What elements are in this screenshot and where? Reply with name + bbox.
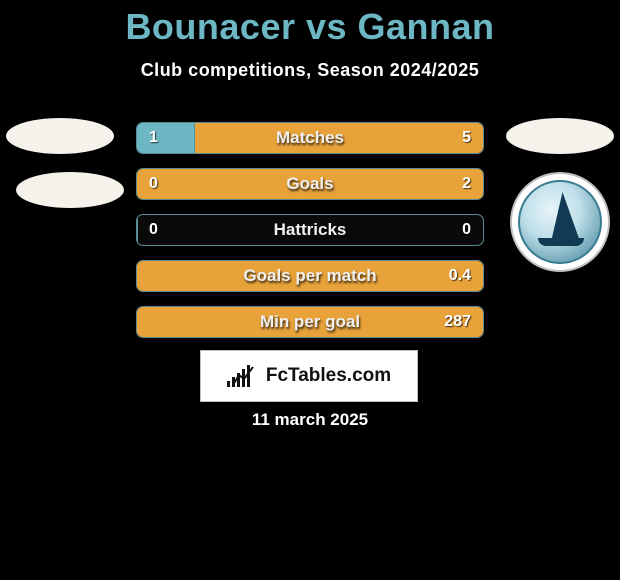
stat-value-left: 0 — [137, 215, 170, 245]
placeholder-badge-1 — [6, 118, 114, 154]
page-subtitle: Club competitions, Season 2024/2025 — [0, 60, 620, 81]
stat-fill-right — [137, 261, 483, 291]
stat-row-goals: 0 Goals 2 — [136, 168, 484, 200]
brand-text: FcTables.com — [266, 365, 391, 387]
page-title: Bounacer vs Gannan — [0, 0, 620, 48]
stat-fill-right — [137, 307, 483, 337]
stat-value-right: 0 — [450, 215, 483, 245]
stat-row-min-per-goal: Min per goal 287 — [136, 306, 484, 338]
placeholder-badge-3 — [506, 118, 614, 154]
hull-icon — [538, 238, 584, 246]
stat-fill-right — [195, 123, 483, 153]
comparison-chart: 1 Matches 5 0 Goals 2 0 Hattricks 0 Goal… — [136, 122, 484, 352]
club-logo-inner — [518, 180, 602, 264]
stat-row-goals-per-match: Goals per match 0.4 — [136, 260, 484, 292]
stat-row-hattricks: 0 Hattricks 0 — [136, 214, 484, 246]
stat-fill-left — [137, 215, 138, 245]
stat-label: Hattricks — [137, 215, 483, 245]
club-logo — [510, 172, 610, 272]
date-label: 11 march 2025 — [0, 410, 620, 430]
sail-icon — [551, 192, 584, 240]
stat-row-matches: 1 Matches 5 — [136, 122, 484, 154]
brand-box[interactable]: FcTables.com — [200, 350, 418, 402]
stat-fill-left — [137, 123, 195, 153]
brand-line-icon — [232, 365, 254, 387]
stat-fill-right — [137, 169, 483, 199]
placeholder-badge-2 — [16, 172, 124, 208]
